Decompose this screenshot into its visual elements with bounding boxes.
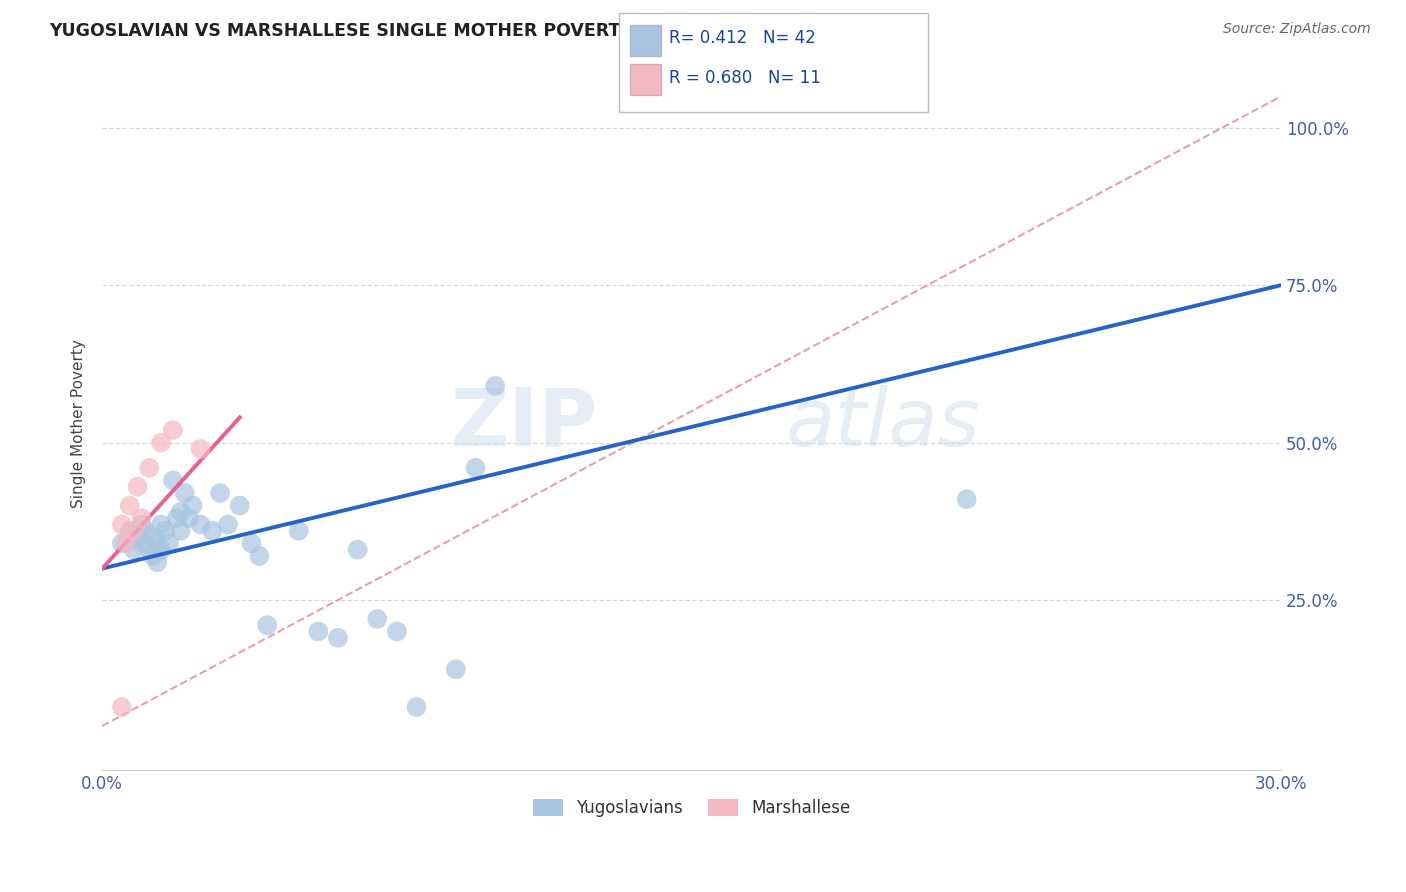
Point bbox=[956, 492, 979, 507]
Point bbox=[131, 517, 153, 532]
Point bbox=[157, 536, 180, 550]
Point bbox=[484, 379, 506, 393]
Point bbox=[114, 536, 136, 550]
Point bbox=[177, 511, 200, 525]
Point bbox=[385, 624, 408, 639]
Point bbox=[326, 631, 349, 645]
Point bbox=[217, 517, 239, 532]
Point bbox=[142, 530, 165, 544]
Point bbox=[240, 536, 263, 550]
Text: YUGOSLAVIAN VS MARSHALLESE SINGLE MOTHER POVERTY CORRELATION CHART: YUGOSLAVIAN VS MARSHALLESE SINGLE MOTHER… bbox=[49, 22, 848, 40]
Point bbox=[111, 517, 134, 532]
Point bbox=[166, 511, 188, 525]
Point bbox=[173, 486, 195, 500]
Point bbox=[209, 486, 232, 500]
Point bbox=[118, 499, 141, 513]
Point bbox=[127, 530, 149, 544]
Point bbox=[122, 542, 145, 557]
Text: R= 0.412   N= 42: R= 0.412 N= 42 bbox=[669, 29, 815, 47]
Point bbox=[122, 524, 145, 538]
Point bbox=[134, 524, 156, 538]
Point bbox=[127, 480, 149, 494]
Point bbox=[190, 442, 212, 456]
Point bbox=[190, 517, 212, 532]
Point bbox=[229, 499, 252, 513]
Point bbox=[131, 511, 153, 525]
Legend: Yugoslavians, Marshallese: Yugoslavians, Marshallese bbox=[526, 792, 858, 824]
Point bbox=[111, 700, 134, 714]
Point bbox=[150, 435, 173, 450]
Point bbox=[247, 549, 270, 563]
Point bbox=[346, 542, 368, 557]
Point bbox=[464, 460, 486, 475]
Point bbox=[201, 524, 224, 538]
Point bbox=[256, 618, 278, 632]
Point bbox=[111, 536, 134, 550]
Point bbox=[366, 612, 388, 626]
Point bbox=[287, 524, 309, 538]
Point bbox=[444, 662, 467, 676]
Text: Source: ZipAtlas.com: Source: ZipAtlas.com bbox=[1223, 22, 1371, 37]
Point bbox=[153, 524, 176, 538]
Point bbox=[170, 505, 193, 519]
Point bbox=[162, 474, 184, 488]
Point bbox=[307, 624, 329, 639]
Point bbox=[146, 555, 169, 569]
Point bbox=[131, 536, 153, 550]
Point bbox=[405, 700, 427, 714]
Point bbox=[150, 517, 173, 532]
Y-axis label: Single Mother Poverty: Single Mother Poverty bbox=[72, 339, 86, 508]
Point bbox=[138, 460, 160, 475]
Text: ZIP: ZIP bbox=[450, 384, 598, 463]
Point bbox=[142, 549, 165, 563]
Point bbox=[162, 423, 184, 437]
Text: atlas: atlas bbox=[786, 384, 980, 463]
Point bbox=[181, 499, 204, 513]
Point bbox=[146, 536, 169, 550]
Point bbox=[118, 524, 141, 538]
Point bbox=[170, 524, 193, 538]
Point bbox=[138, 542, 160, 557]
Point bbox=[150, 542, 173, 557]
Text: R = 0.680   N= 11: R = 0.680 N= 11 bbox=[669, 70, 821, 87]
